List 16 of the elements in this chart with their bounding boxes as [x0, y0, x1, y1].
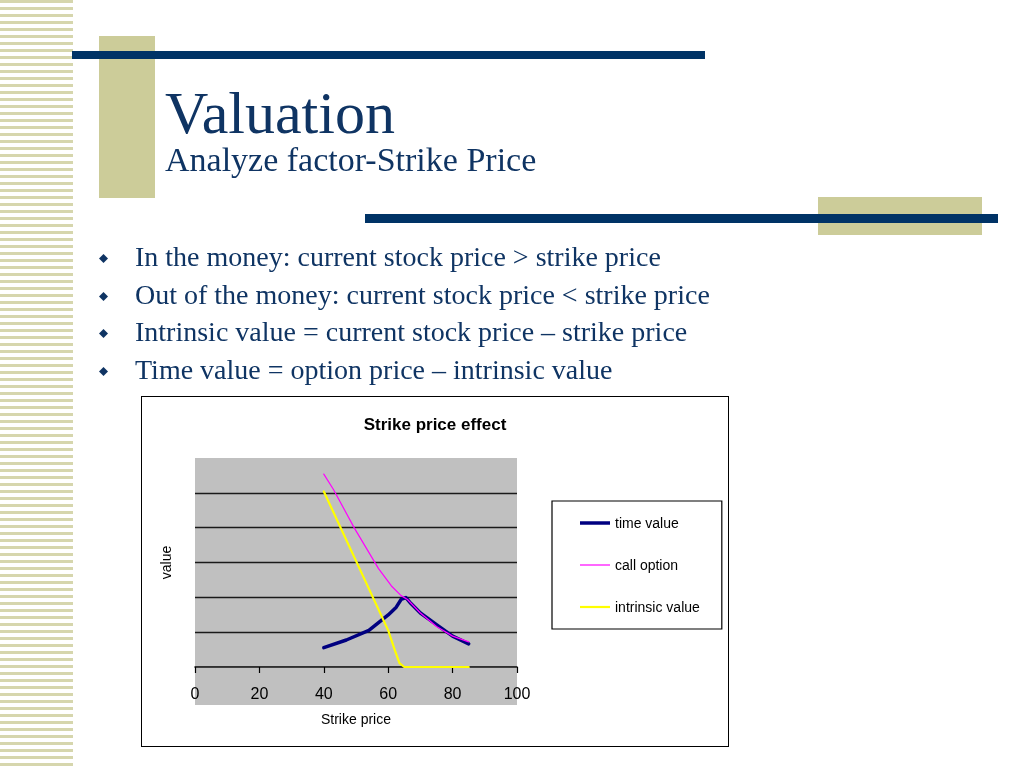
legend-label: intrinsic value: [615, 599, 701, 615]
x-tick-label: 80: [443, 684, 462, 702]
text: Out of the money: current stock price < strike price: [135, 277, 710, 312]
x-tick-label: 20: [250, 684, 269, 702]
text: Time value = option price – intrinsic value: [135, 352, 613, 387]
text: Intrinsic value = current stock price – strike price: [135, 315, 688, 349]
x-axis-title: Strike price: [320, 711, 392, 727]
legend-label: time value: [615, 515, 680, 531]
x-tick-label: 40: [314, 684, 333, 702]
x-tick-label: 0: [190, 684, 200, 702]
y-axis-title: value: [158, 545, 174, 580]
x-tick-label: 100: [503, 684, 531, 702]
x-tick-label: 60: [379, 684, 398, 702]
text: In the money: current stock price > strike price: [135, 240, 661, 274]
chart-title: Strike price effect: [363, 415, 507, 434]
legend-label: call option: [615, 557, 679, 573]
